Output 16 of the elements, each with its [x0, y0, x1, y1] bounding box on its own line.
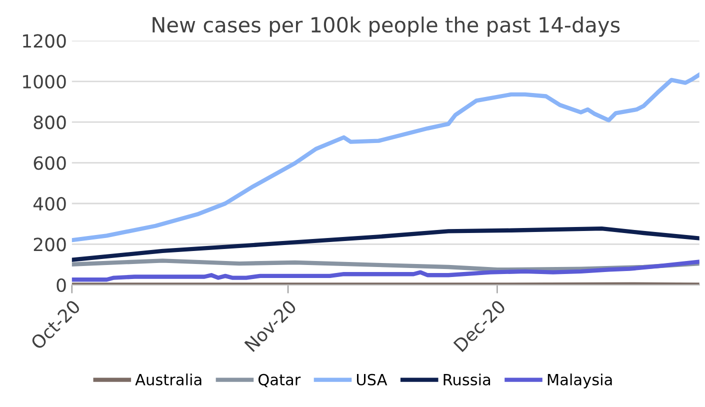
- legend-label: Australia: [135, 374, 202, 386]
- line-series: [72, 260, 700, 282]
- line-series: [72, 72, 700, 242]
- legend-label: Russia: [444, 374, 490, 386]
- legend-label: Malaysia: [548, 374, 612, 388]
- line-series: [72, 226, 700, 262]
- y-tick-label: 0: [56, 278, 66, 292]
- y-tick-label: 1000: [23, 74, 66, 89]
- y-tick-label: 1200: [23, 34, 66, 48]
- legend-label: Qatar: [258, 374, 301, 388]
- chart-title: New cases per 100k people the past 14-days: [152, 16, 620, 37]
- y-tick-label: 400: [33, 196, 66, 211]
- y-tick-label: 600: [34, 156, 66, 170]
- y-tick-label: 200: [34, 238, 66, 252]
- y-tick-label: 800: [34, 116, 66, 130]
- legend-label: USA: [356, 374, 388, 386]
